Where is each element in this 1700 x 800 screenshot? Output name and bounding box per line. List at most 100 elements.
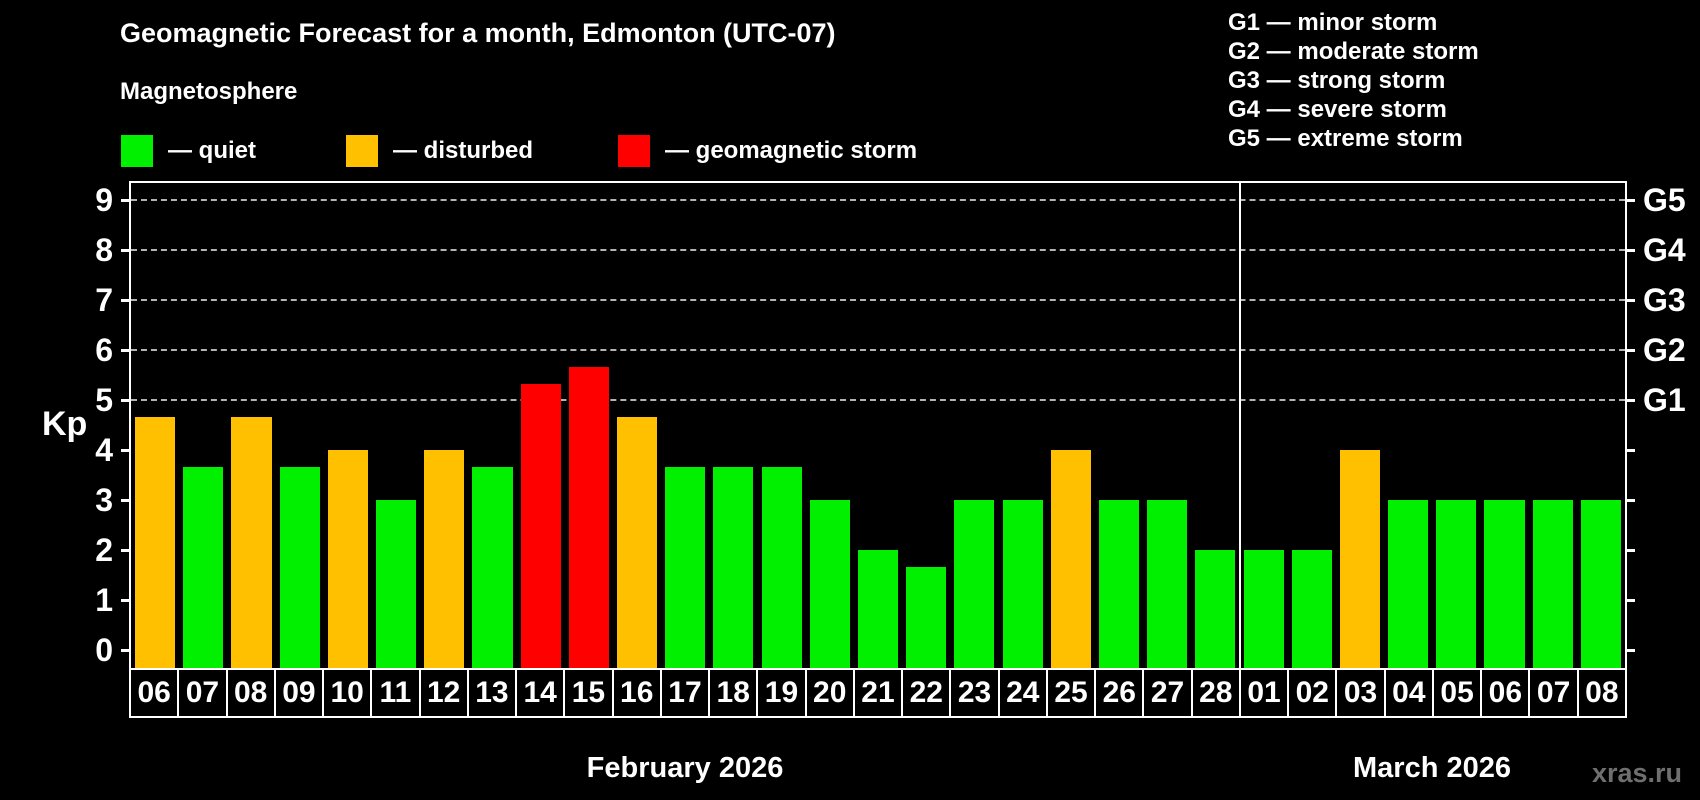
y-tick-left-1 <box>121 599 131 602</box>
kp-bar-march-01 <box>1243 550 1284 668</box>
y-tick-right-2 <box>1625 549 1635 552</box>
chart-title: Geomagnetic Forecast for a month, Edmont… <box>120 18 836 48</box>
storm-color-swatch <box>618 135 650 167</box>
day-label-10: 10 <box>324 670 371 716</box>
month-label-1: March 2026 <box>1353 752 1511 784</box>
y-tick-left-4 <box>121 449 131 452</box>
day-label-26: 26 <box>1096 670 1143 716</box>
y-tick-left-0 <box>121 649 131 652</box>
day-label-17: 17 <box>661 670 709 716</box>
y-tick-left-3 <box>121 499 131 502</box>
gridline-kp5 <box>131 399 1625 401</box>
g-level-label-g4: G4 <box>1643 232 1686 268</box>
gridline-kp7 <box>131 299 1625 301</box>
day-label-05: 05 <box>1433 670 1481 716</box>
g-level-label-g2: G2 <box>1643 332 1686 368</box>
gridline-kp8 <box>131 249 1625 251</box>
day-label-19: 19 <box>758 670 805 716</box>
day-label-14: 14 <box>517 670 564 716</box>
day-label-09: 09 <box>275 670 323 716</box>
y-tick-right-8 <box>1625 249 1635 252</box>
day-label-18: 18 <box>710 670 757 716</box>
day-label-22: 22 <box>903 670 950 716</box>
chart-subtitle: Magnetosphere <box>120 78 298 105</box>
y-tick-right-4 <box>1625 449 1635 452</box>
kp-bar-february-24 <box>1002 500 1043 668</box>
kp-bar-february-17 <box>665 466 706 668</box>
legend-item-quiet: — quiet <box>121 134 256 168</box>
legend-label-storm: — geomagnetic storm <box>665 137 918 164</box>
y-tick-right-1 <box>1625 599 1635 602</box>
month-label-0: February 2026 <box>586 752 784 784</box>
kp-bar-march-03 <box>1339 450 1380 668</box>
kp-bar-february-22 <box>906 566 947 668</box>
day-label-11: 11 <box>372 670 419 716</box>
g-scale-line-g1: G1 — minor storm <box>1228 9 1438 36</box>
day-label-06: 06 <box>131 670 178 716</box>
y-tick-label-0: 0 <box>95 632 113 668</box>
gridline-kp6 <box>131 349 1625 351</box>
y-tick-left-6 <box>121 349 131 352</box>
y-tick-left-5 <box>121 399 131 402</box>
disturbed-color-swatch <box>346 135 378 167</box>
g-scale-line-g5: G5 — extreme storm <box>1228 125 1463 152</box>
kp-bar-february-18 <box>713 466 754 668</box>
kp-bar-february-08 <box>231 416 272 668</box>
y-tick-right-0 <box>1625 649 1635 652</box>
legend-item-storm: — geomagnetic storm <box>618 134 917 168</box>
y-tick-right-3 <box>1625 499 1635 502</box>
day-label-15: 15 <box>565 670 612 716</box>
kp-bar-february-10 <box>327 450 368 668</box>
day-label-07: 07 <box>1530 670 1577 716</box>
y-tick-left-9 <box>121 199 131 202</box>
quiet-color-swatch <box>121 135 153 167</box>
kp-bar-february-28 <box>1195 550 1236 668</box>
y-tick-left-2 <box>121 549 131 552</box>
day-label-02: 02 <box>1289 670 1336 716</box>
g-scale-line-g3: G3 — strong storm <box>1228 67 1446 94</box>
kp-bar-march-06 <box>1484 500 1525 668</box>
day-label-28: 28 <box>1192 670 1239 716</box>
day-label-04: 04 <box>1385 670 1432 716</box>
kp-bar-march-07 <box>1532 500 1573 668</box>
legend-item-disturbed: — disturbed <box>346 134 533 168</box>
day-label-08: 08 <box>1578 670 1625 716</box>
y-tick-right-5 <box>1625 399 1635 402</box>
day-label-20: 20 <box>806 670 853 716</box>
y-tick-label-2: 2 <box>95 532 113 568</box>
kp-bar-february-26 <box>1098 500 1140 668</box>
y-tick-left-8 <box>121 249 131 252</box>
y-axis-title: Kp <box>42 405 88 443</box>
watermark: xras.ru <box>1591 758 1682 788</box>
kp-bar-february-06 <box>135 416 176 668</box>
y-tick-label-1: 1 <box>95 582 113 618</box>
day-label-07: 07 <box>179 670 226 716</box>
gridline-kp9 <box>131 199 1625 201</box>
y-tick-right-9 <box>1625 199 1635 202</box>
g-level-label-g3: G3 <box>1643 282 1686 318</box>
day-label-21: 21 <box>854 670 902 716</box>
kp-bar-february-07 <box>183 466 224 668</box>
kp-bar-february-13 <box>472 466 513 668</box>
kp-bar-february-11 <box>376 500 417 668</box>
g-scale-line-g2: G2 — moderate storm <box>1228 38 1479 65</box>
day-label-03: 03 <box>1337 670 1384 716</box>
day-label-06: 06 <box>1482 670 1529 716</box>
kp-bar-march-05 <box>1436 500 1477 668</box>
y-tick-label-9: 9 <box>95 182 113 218</box>
kp-bar-february-19 <box>761 466 802 668</box>
y-tick-label-7: 7 <box>95 282 113 318</box>
day-label-27: 27 <box>1144 670 1191 716</box>
y-tick-left-7 <box>121 299 131 302</box>
g-scale-legend: G1 — minor storm G2 — moderate storm G3 … <box>1228 8 1479 153</box>
kp-bar-february-14 <box>520 383 561 668</box>
y-tick-label-5: 5 <box>95 382 113 418</box>
kp-bar-february-09 <box>279 466 320 668</box>
month-separator-line <box>1238 183 1241 668</box>
y-tick-right-6 <box>1625 349 1635 352</box>
g-scale-line-g4: G4 — severe storm <box>1228 96 1447 123</box>
legend-label-quiet: — quiet <box>168 137 256 164</box>
day-label-16: 16 <box>613 670 660 716</box>
kp-bar-february-23 <box>954 500 995 668</box>
y-tick-label-6: 6 <box>95 332 113 368</box>
